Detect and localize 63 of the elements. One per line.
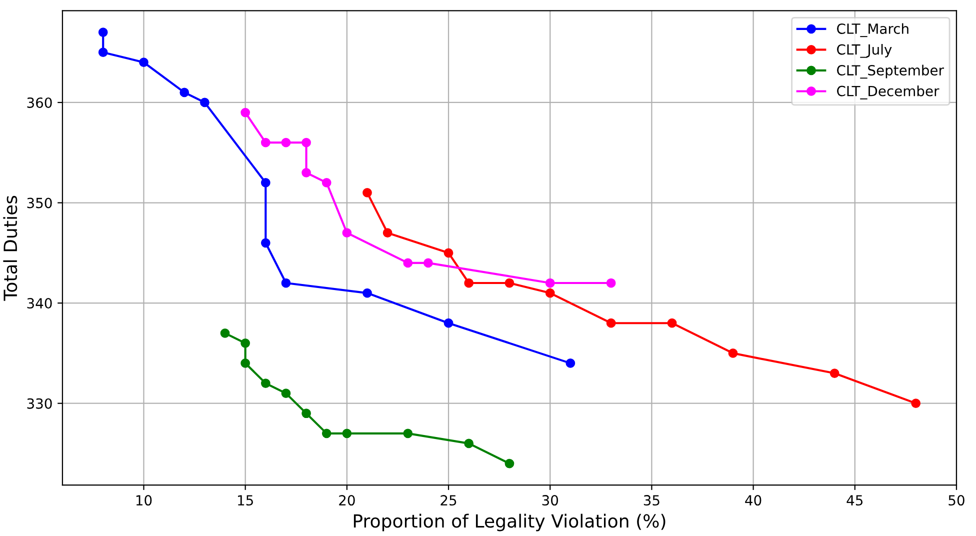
- point: [98, 48, 108, 58]
- y-tick-label: 360: [27, 97, 52, 108]
- point: [139, 58, 148, 68]
- point: [260, 138, 270, 148]
- point: [545, 288, 555, 298]
- point: [545, 278, 555, 288]
- point: [382, 228, 392, 238]
- x-tick-label: 35: [644, 495, 660, 506]
- point: [200, 98, 210, 108]
- x-tick-label: 45: [846, 495, 863, 506]
- point: [403, 258, 413, 268]
- legend-label: CLT_December: [837, 86, 940, 100]
- point: [281, 138, 291, 148]
- point: [281, 388, 291, 398]
- point: [504, 278, 514, 288]
- x-tick-label: 30: [542, 495, 558, 506]
- point: [98, 28, 108, 37]
- point: [566, 358, 576, 368]
- point: [342, 228, 352, 238]
- point: [606, 278, 616, 288]
- legend-label: CLT_March: [837, 23, 908, 38]
- point: [302, 408, 311, 418]
- point: [260, 238, 270, 248]
- point: [504, 458, 514, 468]
- point: [240, 338, 250, 348]
- point: [240, 358, 250, 368]
- point: [444, 318, 454, 328]
- point: [464, 438, 474, 448]
- point: [403, 428, 413, 438]
- point: [302, 168, 311, 178]
- legend-label: CLT_September: [837, 64, 944, 79]
- point: [342, 428, 352, 438]
- point: [322, 428, 332, 438]
- x-tick-label: 20: [339, 495, 355, 506]
- point: [240, 108, 250, 118]
- point: [180, 88, 190, 98]
- x-axis-title: Proportion of Legality Violation (%): [354, 514, 666, 532]
- x-tick-label: 25: [440, 495, 456, 506]
- point: [362, 188, 372, 198]
- point: [667, 318, 677, 328]
- y-tick-label: 330: [27, 398, 52, 409]
- y-axis-title: Total Duties: [3, 196, 18, 301]
- point: [911, 398, 921, 408]
- point: [322, 178, 332, 188]
- point: [260, 378, 270, 388]
- point: [302, 138, 311, 148]
- x-tick-label: 15: [238, 495, 253, 506]
- point: [444, 248, 454, 258]
- y-tick-label: 340: [27, 298, 52, 309]
- x-tick-label: 50: [948, 495, 964, 506]
- point: [606, 318, 616, 328]
- y-tick-label: 350: [27, 198, 52, 208]
- point: [281, 278, 291, 288]
- point: [830, 368, 840, 378]
- point: [362, 288, 372, 298]
- point: [220, 328, 230, 338]
- point: [464, 278, 474, 288]
- point: [424, 258, 433, 268]
- x-tick-label: 10: [136, 495, 152, 506]
- legend-label: CLT_July: [837, 44, 892, 58]
- x-tick-label: 40: [745, 495, 762, 506]
- point: [728, 348, 738, 358]
- point: [260, 178, 270, 188]
